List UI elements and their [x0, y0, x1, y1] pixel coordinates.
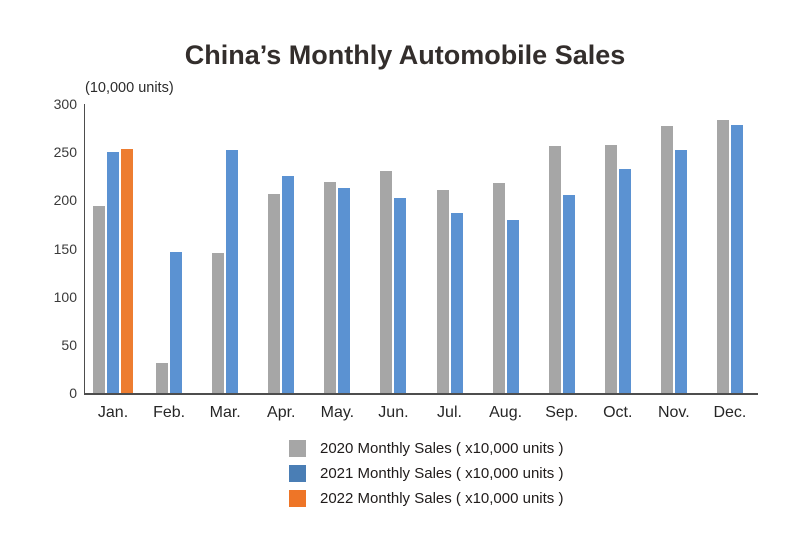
legend-item-2021: 2021 Monthly Sales ( x10,000 units ): [289, 465, 563, 482]
bar-2021-aug: [506, 219, 519, 393]
bar-2020-apr: [268, 193, 281, 393]
bar-2020-jan: [93, 206, 106, 393]
legend-item-2022: 2022 Monthly Sales ( x10,000 units ): [289, 490, 563, 507]
bar-2020-oct: [604, 145, 617, 393]
month-group-nov: [646, 104, 702, 393]
bar-2020-aug: [492, 183, 505, 393]
month-group-jun: [365, 104, 421, 393]
bar-2021-sep: [562, 194, 575, 393]
bar-2021-may: [338, 187, 351, 393]
bar-2021-jul: [450, 212, 463, 393]
bar-2021-nov: [674, 150, 687, 393]
x-label-aug: Aug.: [489, 404, 523, 421]
y-tick-50: 50: [61, 336, 77, 353]
month-group-dec: [702, 104, 758, 393]
month-group-feb: [141, 104, 197, 393]
legend-label-2020: 2020 Monthly Sales ( x10,000 units ): [320, 440, 564, 457]
bar-2020-dec: [716, 120, 729, 393]
bar-2020-jul: [436, 189, 449, 393]
bar-2021-dec: [730, 125, 743, 393]
y-tick-150: 150: [53, 240, 77, 257]
x-label-sep: Sep.: [545, 404, 579, 421]
y-tick-300: 300: [53, 96, 77, 112]
month-group-jul: [421, 104, 477, 393]
y-axis-unit-label: (10,000 units): [85, 80, 174, 96]
bar-2021-oct: [618, 168, 631, 393]
month-group-aug: [478, 104, 534, 393]
x-axis-labels: Jan. Feb. Mar. Apr. May. Jun. Jul. Aug. Sep. Oct.…: [85, 404, 758, 422]
month-group-apr: [253, 104, 309, 393]
legend-label-2022: 2022 Monthly Sales ( x10,000 units ): [320, 490, 564, 507]
bar-2020-mar: [212, 253, 225, 393]
x-label-jul: Jul.: [437, 404, 462, 421]
bar-groups: [85, 104, 758, 393]
y-tick-200: 200: [53, 192, 77, 209]
legend-swatch-2022: [289, 490, 306, 507]
month-group-jan: [85, 104, 141, 393]
bar-2021-jun: [394, 198, 407, 393]
bar-2020-feb: [156, 363, 169, 393]
legend: 2020 Monthly Sales ( x10,000 units ) 2021…: [289, 440, 563, 515]
x-label-mar: Mar.: [209, 404, 241, 421]
y-tick-250: 250: [53, 144, 77, 161]
x-label-jun: Jun.: [378, 404, 409, 421]
bar-2020-jun: [380, 171, 393, 393]
month-group-sep: [534, 104, 590, 393]
legend-label-2021: 2021 Monthly Sales ( x10,000 units ): [320, 465, 564, 482]
x-label-nov: Nov.: [657, 404, 690, 421]
chart-title: China’s Monthly Automobile Sales: [184, 40, 626, 70]
legend-item-2020: 2020 Monthly Sales ( x10,000 units ): [289, 440, 563, 457]
x-label-apr: Apr.: [267, 404, 296, 421]
bar-2020-nov: [660, 126, 673, 393]
x-label-may: May.: [320, 404, 355, 421]
month-group-mar: [197, 104, 253, 393]
x-label-dec: Dec.: [713, 404, 747, 421]
y-tick-0: 0: [69, 385, 77, 401]
month-group-may: [309, 104, 365, 393]
x-label-jan: Jan.: [97, 404, 129, 421]
plot-area: 0 50 100 150 200 250 300 Jan. Feb. Mar. Apr. May. J…: [54, 96, 758, 421]
month-group-oct: [590, 104, 646, 393]
legend-swatch-2020: [289, 440, 306, 457]
legend-swatch-2021: [289, 465, 306, 482]
y-tick-100: 100: [53, 288, 77, 305]
bar-2021-apr: [282, 176, 295, 393]
bar-2021-mar: [226, 150, 239, 393]
x-label-feb: Feb.: [153, 404, 186, 421]
bar-2021-feb: [170, 252, 183, 393]
x-label-oct: Oct.: [603, 404, 633, 421]
bar-2022-jan: [121, 149, 134, 393]
bar-2020-may: [324, 182, 337, 393]
bar-2020-sep: [548, 146, 561, 393]
bar-2021-jan: [107, 152, 120, 393]
